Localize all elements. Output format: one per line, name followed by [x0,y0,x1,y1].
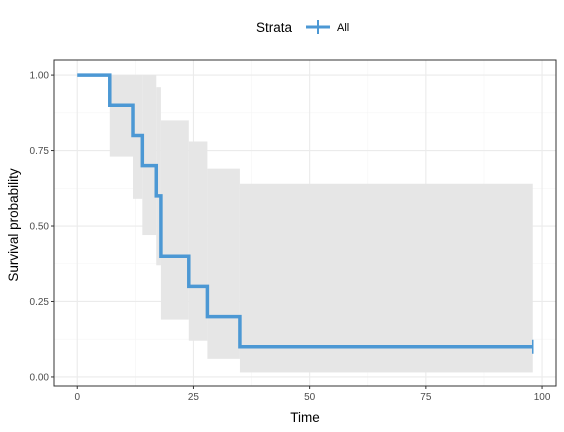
y-axis: 0.00 0.25 0.50 0.75 1.00 [30,71,54,384]
x-tick-label: 0 [74,392,80,403]
y-tick-label: 0.75 [30,146,50,157]
y-tick-label: 1.00 [30,71,50,82]
plot-panel [54,60,556,386]
x-axis-title: Time [290,410,320,425]
legend: Strata All [256,20,349,35]
y-tick-label: 0.25 [30,297,50,308]
x-tick-label: 50 [304,392,316,403]
x-tick-label: 75 [420,392,432,403]
confidence-band-segment [142,75,156,235]
confidence-band-segment [207,169,240,359]
confidence-band-segment [189,142,208,341]
confidence-band-segment [240,184,533,373]
x-tick-label: 25 [188,392,200,403]
x-tick-label: 100 [534,392,551,403]
y-tick-label: 0.50 [30,222,50,233]
legend-title: Strata [256,20,293,35]
x-axis: 0 25 50 75 100 [74,386,550,403]
y-tick-label: 0.00 [30,372,50,383]
legend-label-all: All [337,22,349,34]
y-axis-title: Survival probability [6,168,21,282]
confidence-band-segment [110,75,133,157]
legend-key-all [306,20,330,34]
confidence-band-segment [161,120,189,319]
